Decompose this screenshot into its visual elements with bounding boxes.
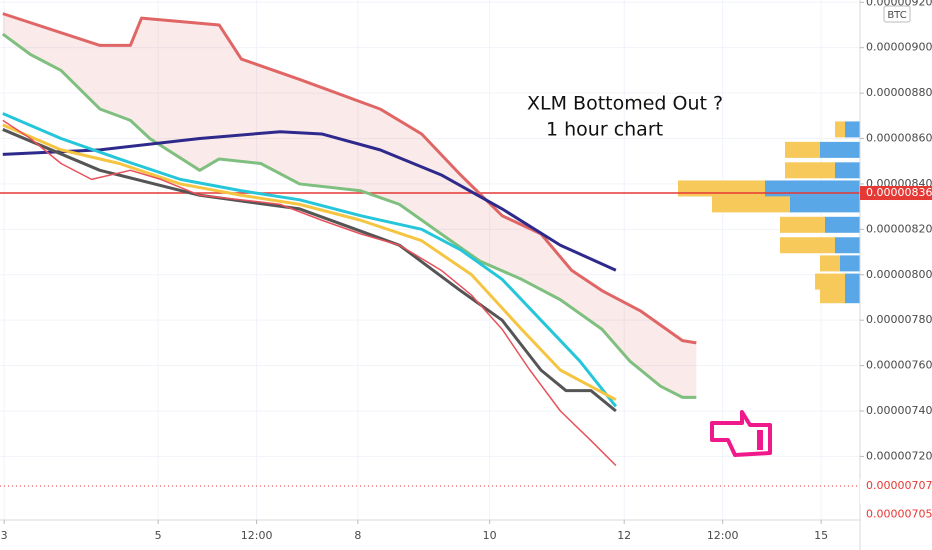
currency: BTC (887, 10, 906, 21)
profile-up (840, 255, 860, 272)
x-tick-label: 12:00 (707, 529, 739, 542)
x-tick-label: 8 (354, 529, 361, 542)
price-tag-label: 0.00000707 (866, 479, 932, 492)
x-tick-label: 5 (155, 529, 162, 542)
y-tick-label: 0.00000820 (866, 222, 932, 235)
x-tick-label: 3 (1, 529, 8, 542)
series-line (2, 123, 617, 401)
price-tag-label: 0.00000836 (866, 186, 932, 199)
x-tick-label: 12:00 (241, 529, 273, 542)
currency-box (883, 5, 911, 23)
price-tag (860, 186, 932, 201)
series-line (2, 128, 617, 413)
price-tag (860, 490, 932, 505)
chart-subtitle: 1 hour chart (546, 119, 663, 141)
y-tick-label: 0.00000900 (866, 41, 932, 54)
profile-down (785, 162, 835, 179)
profile-up (835, 162, 860, 179)
profile-down (785, 141, 820, 158)
y-tick-label: 0.00000760 (866, 359, 932, 372)
y-tick-label: 0.00000780 (866, 313, 932, 326)
x-tick-label: 15 (814, 529, 828, 542)
x-tick-label: 12 (617, 529, 631, 542)
x-tick-label: 10 (483, 529, 497, 542)
profile-up (825, 216, 860, 233)
series-line (2, 130, 617, 272)
grid (0, 0, 860, 520)
plot (0, 12, 860, 487)
profile-up (765, 180, 860, 197)
y-tick-label: 0.00000920 (866, 0, 932, 8)
hand-icon (710, 410, 772, 457)
profile-down (815, 273, 845, 290)
profile-down (820, 255, 840, 272)
profile-up (820, 141, 860, 158)
series-line (2, 12, 697, 345)
profile-down (780, 237, 835, 254)
y-tick-label: 0.00000740 (866, 404, 932, 417)
profile-up (845, 287, 860, 304)
y-tick-label: 0.00000720 (866, 449, 932, 462)
price-tag-label: 0.00000705 (866, 507, 932, 520)
cloud (2, 13, 697, 398)
profile-up (835, 237, 860, 254)
chart-title: XLM Bottomed Out ? (527, 93, 723, 115)
y-tick-label: 0.00000800 (866, 268, 932, 281)
profile-down (820, 287, 845, 304)
series-line (2, 112, 618, 408)
profile-up (845, 273, 860, 290)
profile-down (712, 196, 790, 213)
y-tick-label: 0.00000880 (866, 86, 932, 99)
profile-down (780, 216, 825, 233)
profile-down (678, 180, 765, 197)
profile-up (845, 121, 860, 138)
profile-down (835, 121, 845, 138)
price-tag (860, 478, 932, 493)
series-line (1, 32, 697, 399)
profile-up (790, 196, 860, 213)
y-tick-label: 0.00000860 (866, 132, 932, 145)
series-line (2, 119, 617, 467)
